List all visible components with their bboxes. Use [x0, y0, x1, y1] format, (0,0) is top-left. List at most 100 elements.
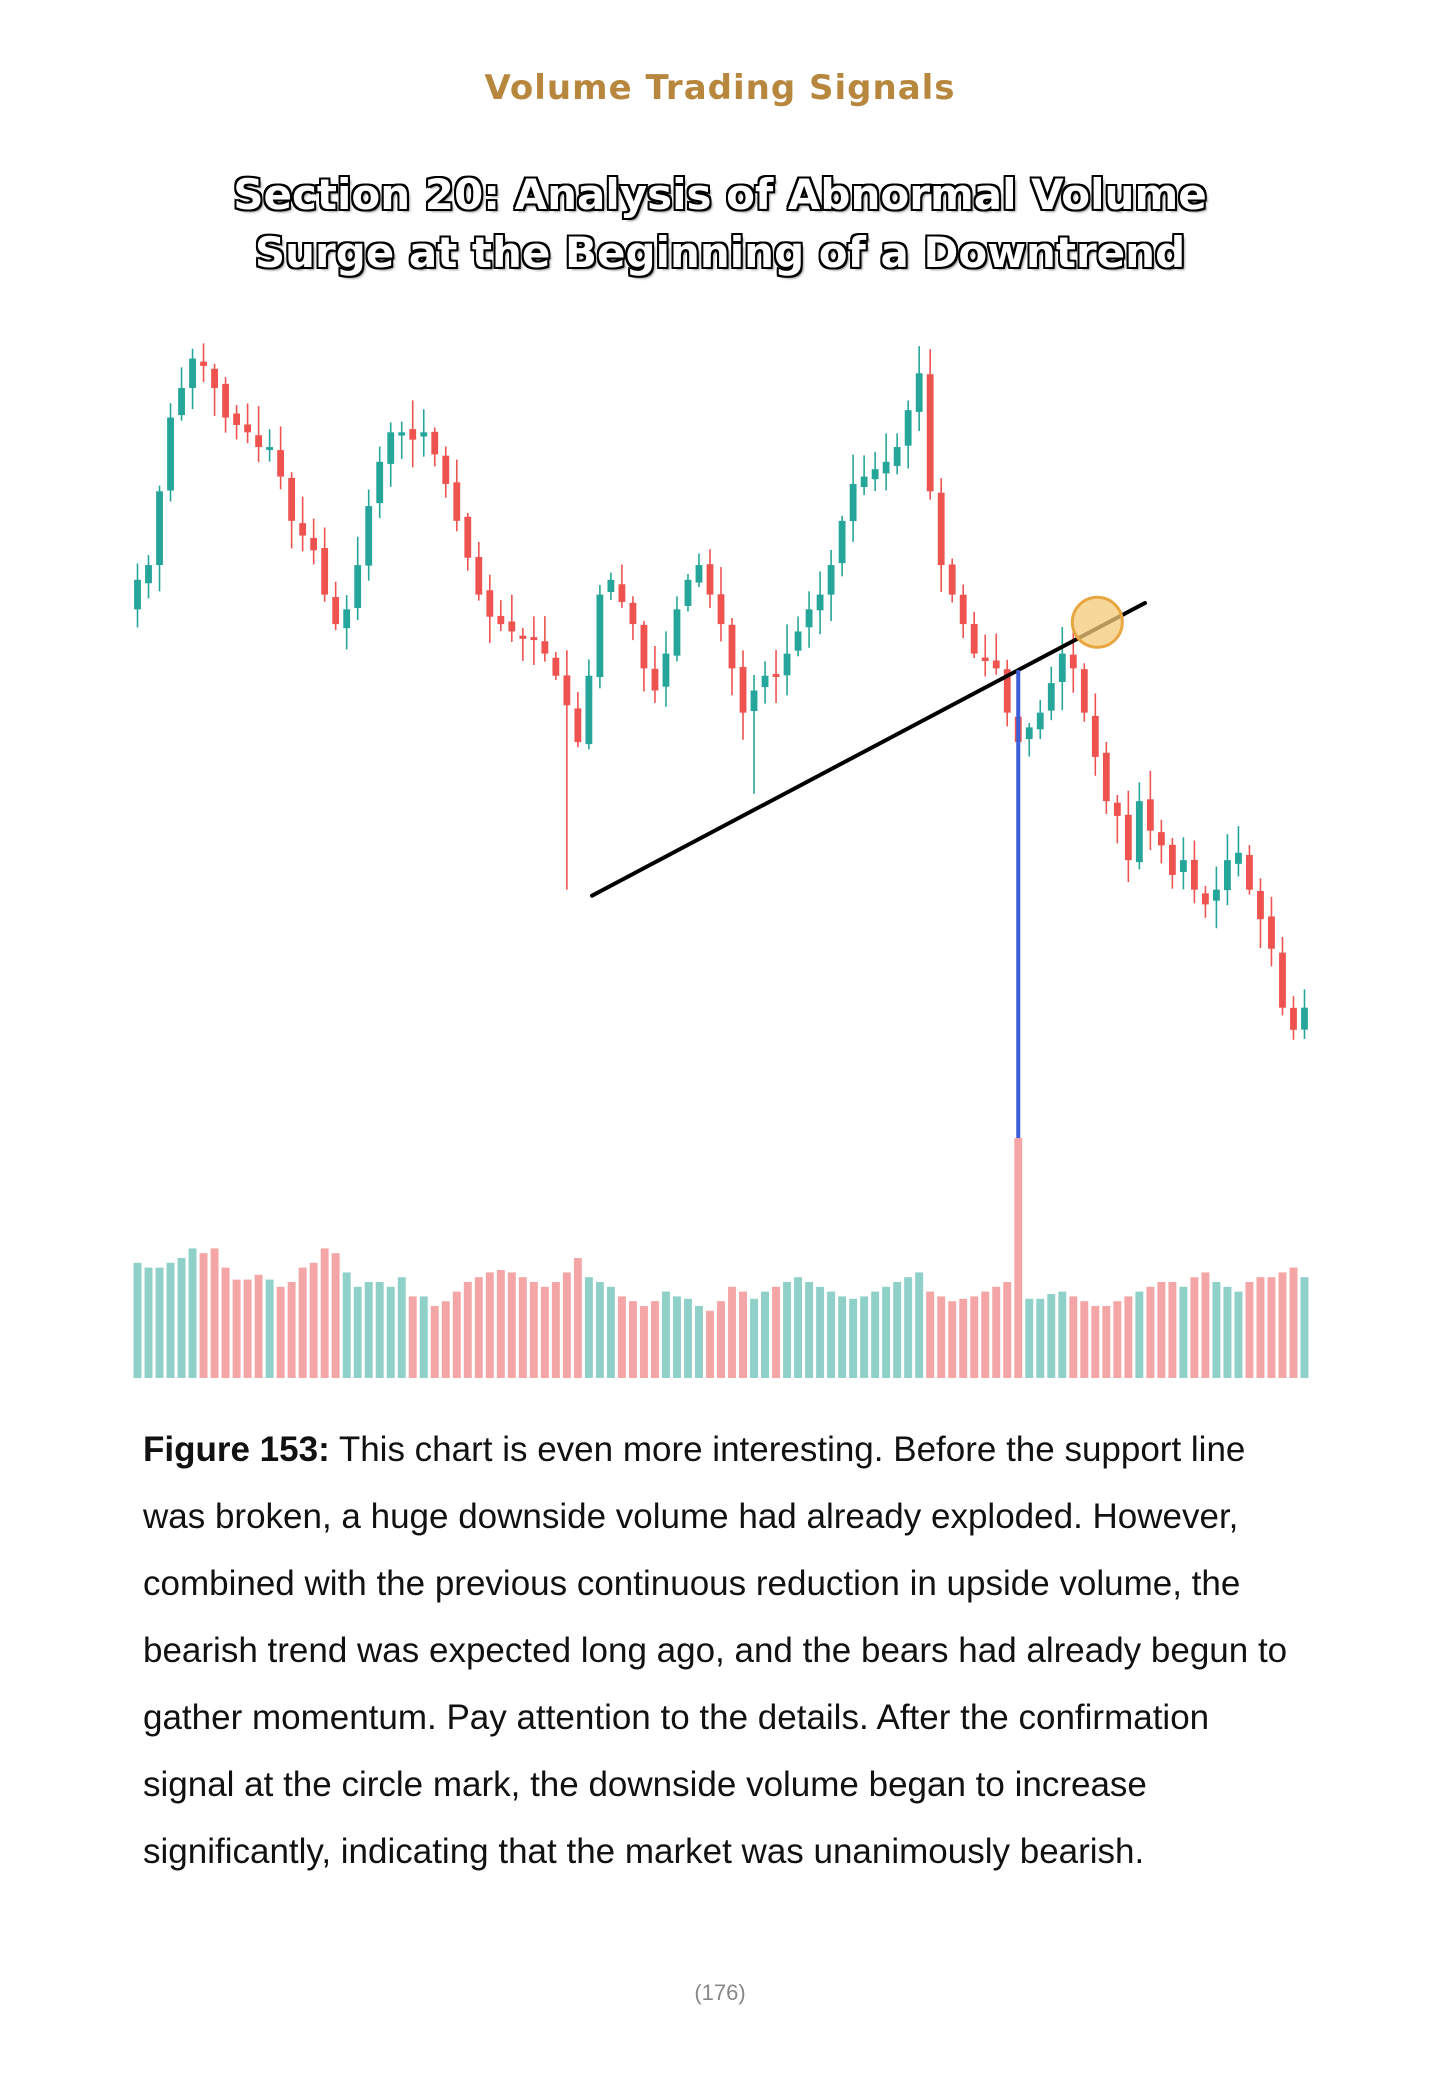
- candle-body: [1036, 712, 1044, 730]
- candle-body: [497, 615, 505, 625]
- candle-body: [1091, 715, 1099, 757]
- candle-body: [717, 594, 725, 625]
- volume-bar: [937, 1296, 946, 1378]
- candle-body: [167, 417, 174, 491]
- candle-body: [574, 708, 582, 743]
- candle-body: [486, 590, 494, 617]
- candle-body: [805, 609, 813, 628]
- candle-body: [728, 624, 736, 669]
- volume-bar: [1234, 1291, 1243, 1378]
- candle-body: [618, 584, 626, 602]
- candle-body: [1135, 801, 1143, 863]
- volume-bar: [1278, 1272, 1287, 1378]
- candle-body: [816, 594, 824, 611]
- candle-body: [1047, 683, 1055, 711]
- candle-body: [915, 373, 923, 412]
- volume-bar: [496, 1270, 505, 1378]
- candle-body: [1224, 860, 1231, 891]
- candle-body: [937, 492, 945, 566]
- candle-body: [1279, 952, 1286, 1008]
- candle-body: [321, 548, 329, 595]
- volume-bar: [684, 1298, 692, 1378]
- candle-body: [981, 657, 989, 661]
- candle-body: [1246, 855, 1253, 890]
- candle-body: [1146, 799, 1154, 831]
- candle-body: [233, 413, 241, 425]
- candle-body: [739, 666, 747, 713]
- volume-bar: [452, 1291, 461, 1378]
- candle-body: [365, 506, 373, 566]
- volume-bar: [551, 1282, 560, 1378]
- volume-bar: [1179, 1286, 1188, 1378]
- candle-body: [1003, 669, 1011, 713]
- volume-bar: [783, 1282, 792, 1378]
- volume-bar: [772, 1286, 781, 1378]
- volume-bar: [728, 1286, 736, 1378]
- figure-caption-text: This chart is even more interesting. Bef…: [143, 1430, 1288, 1871]
- candle-body: [772, 673, 780, 677]
- candle-body: [376, 461, 384, 504]
- annotations: [590, 595, 1147, 1138]
- candle-body: [662, 653, 670, 687]
- candle-body: [519, 635, 527, 639]
- candle-body: [189, 358, 196, 389]
- volume-bar: [353, 1286, 362, 1378]
- volume-bar: [1157, 1282, 1166, 1378]
- volume-bar: [265, 1279, 274, 1378]
- volume-bar: [650, 1301, 659, 1378]
- volume-bar: [485, 1272, 494, 1378]
- volume-bar: [210, 1248, 219, 1378]
- volume-bar: [463, 1282, 472, 1378]
- volume-bar: [1014, 1138, 1023, 1378]
- candle-body: [893, 447, 901, 466]
- candle-body: [1102, 752, 1110, 802]
- candle-body: [398, 432, 406, 436]
- volume-bar: [1245, 1282, 1254, 1378]
- volume-bar: [628, 1301, 637, 1378]
- book-title: Volume Trading Signals: [484, 68, 956, 108]
- volume-bar: [827, 1291, 836, 1378]
- candle-body: [860, 476, 868, 487]
- candle-body: [299, 523, 307, 536]
- candle-body: [1124, 814, 1132, 861]
- volume-bar: [320, 1248, 329, 1378]
- volume-bar: [254, 1274, 263, 1378]
- volume-bar: [518, 1277, 527, 1378]
- candle-body: [464, 516, 472, 558]
- volume-bar: [562, 1272, 571, 1378]
- candle-body: [387, 432, 395, 464]
- volume-bar: [1069, 1296, 1078, 1378]
- candle-body: [904, 410, 912, 446]
- volume-bar: [386, 1286, 395, 1378]
- candle-body: [794, 631, 802, 651]
- candle-body: [1213, 889, 1220, 901]
- volume-bar: [199, 1253, 208, 1378]
- candle-body: [750, 690, 758, 712]
- candle-body: [926, 374, 934, 492]
- candle-body: [1190, 859, 1198, 890]
- volume-bar: [871, 1291, 880, 1378]
- volume-bar: [430, 1306, 439, 1378]
- volume-bar: [882, 1286, 891, 1378]
- candle-body: [651, 668, 659, 691]
- candle-body: [475, 556, 483, 595]
- candle-body: [288, 477, 296, 521]
- volume-bar: [1036, 1298, 1045, 1378]
- volume-bar: [717, 1301, 725, 1378]
- volume-bar: [144, 1267, 153, 1378]
- volume-bar: [992, 1286, 1001, 1378]
- candle-body: [1069, 654, 1077, 669]
- candle-body: [1201, 893, 1209, 905]
- volume-bar: [661, 1291, 670, 1378]
- volume-bar: [1256, 1277, 1265, 1378]
- volume-bar: [309, 1262, 318, 1378]
- candle-body: [1080, 669, 1088, 713]
- volume-bar: [739, 1291, 747, 1378]
- candle-body: [629, 602, 637, 625]
- candle-body: [442, 455, 450, 484]
- volume-bar: [695, 1306, 703, 1378]
- volume-bar: [419, 1296, 428, 1378]
- volume-bar: [232, 1279, 241, 1378]
- volume-bar: [1223, 1286, 1232, 1378]
- volume-bar: [915, 1272, 924, 1378]
